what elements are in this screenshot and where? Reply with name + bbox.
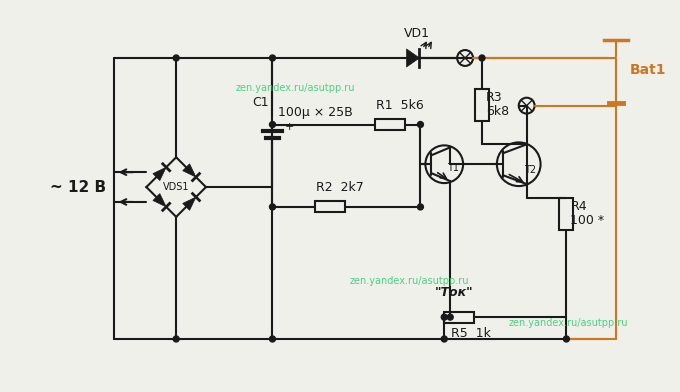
Text: T1: T1 xyxy=(447,163,459,173)
Text: zen.yandex.ru/asutpp.ru: zen.yandex.ru/asutpp.ru xyxy=(509,318,628,328)
Text: R2  2k7: R2 2k7 xyxy=(316,181,364,194)
Circle shape xyxy=(418,204,424,210)
Circle shape xyxy=(173,55,179,61)
Text: R4: R4 xyxy=(571,200,587,213)
Circle shape xyxy=(441,336,447,342)
Bar xyxy=(560,198,573,230)
Text: zen.yandex.ru/asutpp.ru: zen.yandex.ru/asutpp.ru xyxy=(236,83,355,93)
Circle shape xyxy=(447,314,453,320)
Text: zen.yandex.ru/asutpp.ru: zen.yandex.ru/asutpp.ru xyxy=(350,276,469,287)
Text: 100 *: 100 * xyxy=(571,214,605,227)
Text: Bat1: Bat1 xyxy=(630,63,666,77)
Bar xyxy=(315,201,345,212)
Polygon shape xyxy=(153,194,166,207)
Text: 6k8: 6k8 xyxy=(486,105,509,118)
Text: 100μ × 25В: 100μ × 25В xyxy=(278,106,353,119)
Circle shape xyxy=(269,122,275,127)
Text: R1  5k6: R1 5k6 xyxy=(376,99,424,112)
Text: "Ток": "Ток" xyxy=(435,286,473,299)
Text: VDS1: VDS1 xyxy=(163,182,190,192)
Text: VD1: VD1 xyxy=(403,27,430,40)
Circle shape xyxy=(418,122,424,127)
Text: +: + xyxy=(284,122,294,132)
Bar xyxy=(475,89,489,120)
Polygon shape xyxy=(183,197,196,211)
Circle shape xyxy=(269,55,275,61)
Text: ~ 12 В: ~ 12 В xyxy=(50,180,105,194)
Circle shape xyxy=(269,336,275,342)
Bar xyxy=(444,312,474,323)
Polygon shape xyxy=(407,49,420,67)
Text: R5  1k: R5 1k xyxy=(452,327,491,339)
Text: R3: R3 xyxy=(486,91,503,104)
Text: T2: T2 xyxy=(524,165,536,175)
Circle shape xyxy=(173,336,179,342)
Circle shape xyxy=(441,314,447,320)
Polygon shape xyxy=(183,164,196,177)
Circle shape xyxy=(479,55,485,61)
Circle shape xyxy=(269,204,275,210)
Text: C1: C1 xyxy=(252,96,269,109)
Circle shape xyxy=(564,336,569,342)
Bar xyxy=(375,119,405,130)
Polygon shape xyxy=(153,167,166,181)
